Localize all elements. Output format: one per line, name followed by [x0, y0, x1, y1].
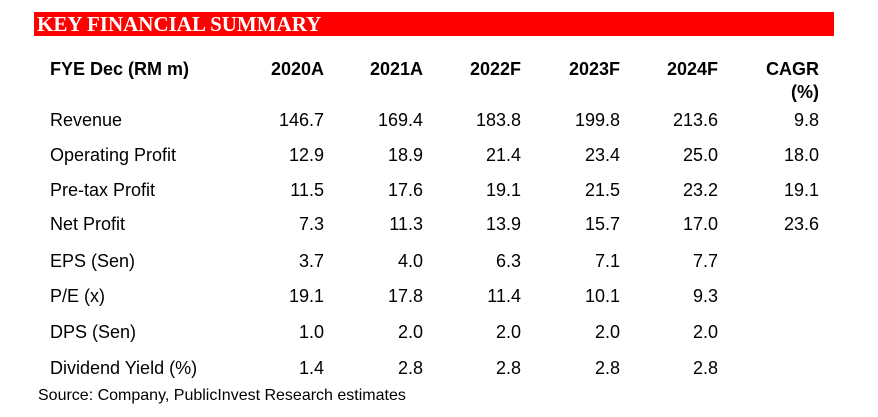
table-cell: 7.1 [594, 251, 620, 271]
table-cell: 11.3 [389, 214, 423, 234]
table-cell: 11.4 [487, 286, 521, 306]
table-cell: 23.4 [584, 145, 620, 165]
header-cagr: CAGR [766, 59, 819, 79]
table-cell: 183.8 [475, 110, 521, 130]
row-label: P/E (x) [50, 286, 106, 306]
header-year-2024f: 2024F [666, 59, 718, 79]
header-year-2021a: 2021A [369, 59, 423, 79]
table-cell: 6.3 [495, 251, 521, 271]
source-note: Source: Company, PublicInvest Research e… [38, 387, 406, 404]
table-cell: 11.5 [290, 180, 324, 200]
cagr-cell: 9.8 [793, 110, 819, 130]
header-year-2020a: 2020A [270, 59, 324, 79]
table-cell: 7.3 [298, 214, 324, 234]
table-cell: 13.9 [485, 214, 521, 234]
table-cell: 9.3 [692, 286, 718, 306]
table-cell: 18.9 [387, 145, 423, 165]
cagr-cell: 18.0 [783, 145, 819, 165]
table-cell: 2.8 [692, 358, 718, 378]
table-cell: 2.0 [594, 322, 620, 342]
table-cell: 4.0 [397, 251, 423, 271]
table-cell: 2.0 [397, 322, 423, 342]
row-label: Revenue [50, 110, 123, 130]
table-cell: 7.7 [692, 251, 718, 271]
table-cell: 1.4 [298, 358, 324, 378]
table-cell: 12.9 [288, 145, 324, 165]
table-cell: 15.7 [584, 214, 620, 234]
row-label: DPS (Sen) [50, 322, 137, 342]
table-cell: 2.8 [594, 358, 620, 378]
table-cell: 2.0 [495, 322, 521, 342]
table-cell: 10.1 [584, 286, 620, 306]
table-cell: 199.8 [574, 110, 620, 130]
banner-title: KEY FINANCIAL SUMMARY [37, 12, 322, 36]
table-cell: 146.7 [278, 110, 324, 130]
table-cell: 213.6 [672, 110, 718, 130]
table-cell: 1.0 [298, 322, 324, 342]
table-cell: 21.4 [485, 145, 521, 165]
header-fye-label: FYE Dec (RM m) [50, 59, 190, 79]
title-banner: KEY FINANCIAL SUMMARY [34, 12, 834, 36]
row-label: EPS (Sen) [50, 251, 136, 271]
table-cell: 2.0 [692, 322, 718, 342]
table-cell: 17.6 [387, 180, 423, 200]
row-label: Dividend Yield (%) [50, 358, 198, 378]
row-label: Net Profit [50, 214, 126, 234]
table-cell: 2.8 [495, 358, 521, 378]
cagr-cell: 19.1 [783, 180, 819, 200]
header-cagr-unit: (%) [791, 82, 819, 102]
header-year-2022f: 2022F [469, 59, 521, 79]
table-cell: 19.1 [288, 286, 324, 306]
table-cell: 23.2 [682, 180, 718, 200]
table-cell: 3.7 [298, 251, 324, 271]
row-label: Operating Profit [50, 145, 177, 165]
table-cell: 19.1 [485, 180, 521, 200]
header-year-2023f: 2023F [568, 59, 620, 79]
cagr-cell: 23.6 [783, 214, 819, 234]
table-cell: 169.4 [377, 110, 423, 130]
table-cell: 21.5 [584, 180, 620, 200]
row-label: Pre-tax Profit [50, 180, 156, 200]
table-cell: 17.8 [387, 286, 423, 306]
table-cell: 25.0 [682, 145, 718, 165]
table-cell: 2.8 [397, 358, 423, 378]
table-cell: 17.0 [682, 214, 718, 234]
